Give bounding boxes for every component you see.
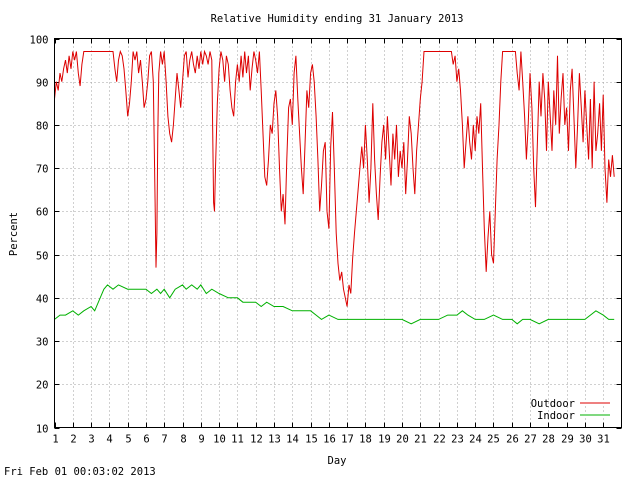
y-tick-label: 80 bbox=[36, 121, 49, 133]
x-tick-label: 21 bbox=[414, 434, 427, 446]
y-tick-label: 90 bbox=[36, 78, 49, 90]
x-tick-label: 2 bbox=[70, 434, 76, 446]
y-tick-label: 60 bbox=[36, 207, 49, 219]
x-tick-label: 12 bbox=[250, 434, 263, 446]
x-tick-label: 7 bbox=[161, 434, 167, 446]
y-tick-label: 50 bbox=[36, 251, 49, 263]
series-line-indoor bbox=[54, 284, 615, 325]
x-tick-label: 16 bbox=[323, 434, 336, 446]
x-tick-label: 22 bbox=[433, 434, 446, 446]
x-tick-label: 11 bbox=[231, 434, 244, 446]
x-tick-label: 13 bbox=[268, 434, 281, 446]
grid-lines bbox=[54, 38, 622, 428]
legend-label-indoor: Indoor bbox=[537, 410, 575, 422]
plot-frame bbox=[54, 38, 622, 428]
x-tick-label: 23 bbox=[451, 434, 464, 446]
footer-timestamp: Fri Feb 01 00:03:02 2013 bbox=[4, 466, 156, 478]
y-tick-label: 30 bbox=[36, 337, 49, 349]
x-tick-label: 3 bbox=[88, 434, 94, 446]
x-tick-label: 1 bbox=[52, 434, 58, 446]
x-tick-label: 26 bbox=[506, 434, 519, 446]
y-tick-labels: 10 20 30 40 50 60 70 80 90 100 bbox=[30, 35, 49, 436]
y-tick-label: 100 bbox=[30, 35, 49, 47]
legend: Outdoor Indoor bbox=[531, 398, 610, 422]
series-line-outdoor bbox=[54, 49, 615, 307]
x-tick-label: 15 bbox=[305, 434, 318, 446]
x-tick-label: 18 bbox=[359, 434, 372, 446]
y-tick-label: 10 bbox=[36, 424, 49, 436]
x-tick-label: 27 bbox=[524, 434, 537, 446]
y-axis-label: Percent bbox=[8, 212, 20, 256]
x-tick-label: 14 bbox=[286, 434, 299, 446]
x-axis-label: Day bbox=[328, 455, 347, 467]
y-tick-label: 20 bbox=[36, 380, 49, 392]
x-tick-label: 24 bbox=[469, 434, 482, 446]
x-tick-label: 20 bbox=[396, 434, 409, 446]
y-tick-label: 70 bbox=[36, 164, 49, 176]
x-tick-label: 9 bbox=[198, 434, 204, 446]
x-tick-label: 30 bbox=[579, 434, 592, 446]
x-tick-label: 25 bbox=[487, 434, 500, 446]
x-tick-label: 28 bbox=[542, 434, 555, 446]
x-tick-label: 19 bbox=[378, 434, 391, 446]
x-tick-label: 10 bbox=[213, 434, 226, 446]
x-tick-label: 5 bbox=[125, 434, 131, 446]
x-tick-label: 17 bbox=[341, 434, 354, 446]
axis-ticks bbox=[54, 38, 622, 429]
x-tick-label: 4 bbox=[106, 434, 112, 446]
x-tick-label: 29 bbox=[561, 434, 574, 446]
x-tick-labels: 1 2 3 4 5 6 7 8 9 10 11 12 13 14 15 16 17 18 19 20 21 22 23 24 2… bbox=[52, 434, 609, 446]
x-tick-label: 8 bbox=[180, 434, 186, 446]
chart-title: Relative Humidity ending 31 January 2013 bbox=[211, 13, 464, 25]
legend-label-outdoor: Outdoor bbox=[531, 398, 575, 410]
x-tick-label: 31 bbox=[597, 434, 610, 446]
y-tick-label: 40 bbox=[36, 294, 49, 306]
x-tick-label: 6 bbox=[143, 434, 149, 446]
data-series bbox=[54, 49, 615, 325]
